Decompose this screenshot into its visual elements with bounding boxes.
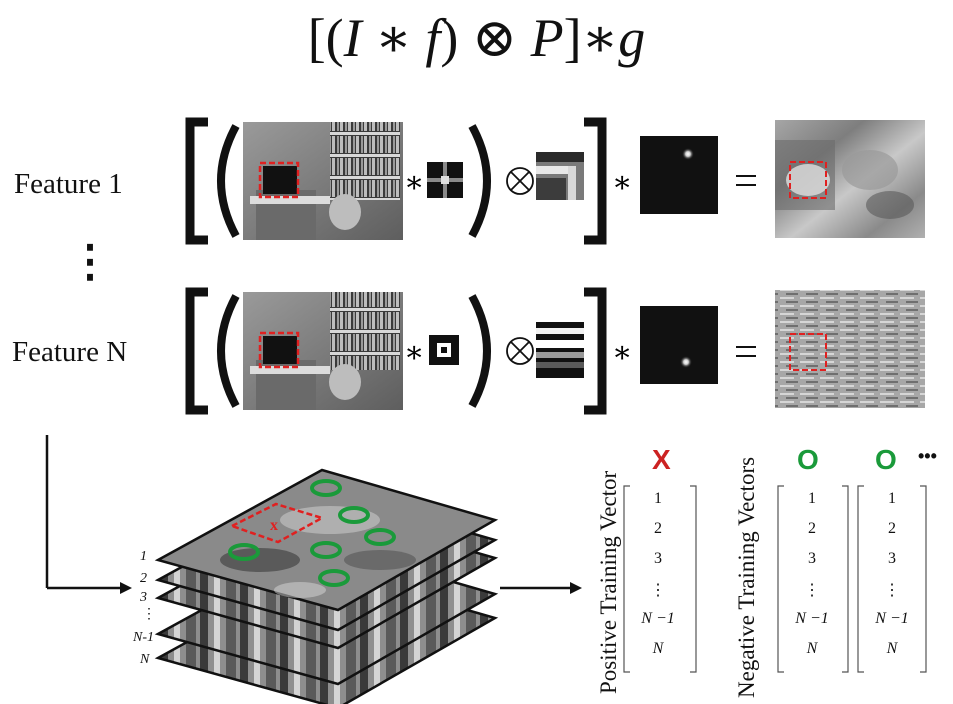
close-paren-1 [468,124,491,238]
formula-P: P [530,8,564,68]
vector-entry: N −1 [641,610,675,627]
room-image-n [243,292,403,410]
more-vectors-ellipsis: ••• [918,446,937,466]
formula-star2: ∗ [581,8,619,68]
feature-1-row: ∗ ∗ [185,117,925,245]
layer-label-n-1: N-1 [133,630,154,645]
vector-entry: 1 [808,490,816,507]
formula-close2: ] [563,8,582,68]
vector-entry: 3 [654,550,662,567]
vector-entry: 1 [888,490,896,507]
feature-1-label: Feature 1 [14,168,123,200]
vector-entry: ⋮ [650,582,666,599]
close-bracket-1 [584,117,607,245]
negative-vectors-title: Negative Training Vectors [734,456,759,698]
vector-entry: N −1 [875,610,909,627]
layer-label-1: 1 [140,549,147,564]
open-bracket-n [185,287,208,415]
formula-g: g [618,8,646,68]
equals-op-1 [736,175,756,186]
formula-close1: ) [440,8,459,68]
vector-entry: 2 [808,520,816,537]
equals-op-n [736,346,756,357]
g-kernel-1 [640,136,718,214]
filter-f-n [429,335,459,365]
negative-vector-1: 1 2 3 ⋮ N −1 N [784,490,840,670]
response-box-1 [789,161,827,199]
flow-arrow-right [500,582,582,594]
formula-star1: ∗ [361,8,426,68]
layer-stack: x [154,468,499,704]
layer-label-dots: ⋮ [142,607,156,622]
positive-marker: X [652,444,671,475]
star-op-1a: ∗ [404,166,424,199]
vector-entry: N −1 [795,610,829,627]
vector-entry: 2 [654,520,662,537]
close-bracket-n [584,287,607,415]
layer-label-n: N [140,652,150,667]
response-map-1 [775,120,925,238]
star-op-1b: ∗ [612,166,632,199]
positive-vector: 1 2 3 ⋮ N −1 N [630,490,686,670]
positive-vector-title: Positive Training Vector [596,470,621,694]
vector-entry: ⋮ [804,582,820,599]
vector-entry: N [652,640,664,657]
vector-entry: 3 [888,550,896,567]
feature-n-row: ∗ ∗ [185,287,925,415]
vector-entry: N [886,640,898,657]
vector-entry: 3 [808,550,816,567]
open-paren-n [217,294,240,408]
vector-entry: 2 [888,520,896,537]
otimes-op-1 [506,167,534,195]
room-image-1 [243,122,403,240]
patch-p-n [536,322,584,378]
formula-I: I [343,8,362,68]
response-box-n [789,333,827,371]
negative-marker-1: O [797,444,819,475]
formula-otimes: ⊗ [458,8,531,68]
open-paren-1 [217,124,240,238]
negative-samples [228,479,396,587]
response-map-n [775,290,925,408]
formula: [(I ∗ f) ⊗ P]∗g [0,6,953,69]
formula-open: [( [307,8,344,68]
flow-arrow-left [45,435,132,594]
target-box-1 [258,161,300,199]
feature-n-label: Feature N [12,336,128,368]
vector-entry: 1 [654,490,662,507]
close-paren-n [468,294,491,408]
negative-marker-2: O [875,444,897,475]
otimes-op-n [506,337,534,365]
formula-f: f [425,8,441,68]
layer-label-2: 2 [140,571,147,586]
vertical-dots: ⋮ [68,237,112,286]
target-box-n [258,331,300,369]
vector-brackets [623,485,927,673]
positive-region-x: x [270,517,278,534]
patch-p-1 [536,152,584,200]
vector-entry: N [806,640,818,657]
positive-region [228,502,326,544]
star-op-nb: ∗ [612,336,632,369]
negative-vector-2: 1 2 3 ⋮ N −1 N [864,490,920,670]
layer-label-3: 3 [140,590,147,605]
star-op-na: ∗ [404,336,424,369]
open-bracket-1 [185,117,208,245]
g-kernel-n [640,306,718,384]
vector-entry: ⋮ [884,582,900,599]
filter-f-1 [427,162,463,198]
